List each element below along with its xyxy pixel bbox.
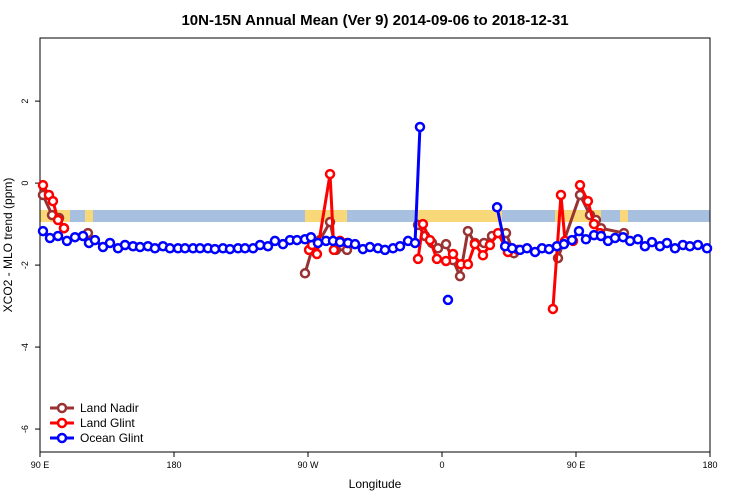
y-tick-label: -4: [20, 343, 30, 351]
data-point: [491, 202, 503, 213]
data-point: [521, 243, 533, 254]
data-point: [469, 238, 481, 250]
data-point: [582, 195, 594, 207]
land-band: [305, 210, 347, 222]
data-point: [89, 234, 101, 246]
data-point: [462, 225, 474, 237]
data-point: [58, 222, 70, 234]
y-tick-label: 0: [20, 181, 30, 186]
data-point: [412, 253, 424, 265]
data-point: [209, 243, 221, 255]
data-point: [661, 237, 673, 249]
data-point: [299, 268, 311, 279]
data-point: [431, 253, 443, 265]
data-point: [47, 195, 59, 207]
x-tick-label: 90 W: [297, 460, 319, 470]
data-point: [52, 230, 64, 242]
y-tick-label: 2: [20, 99, 30, 104]
data-point: [555, 189, 567, 201]
data-point: [440, 238, 452, 250]
data-point: [477, 249, 489, 261]
data-point: [269, 235, 281, 247]
data-point: [262, 240, 274, 252]
x-axis-label: Longitude: [349, 477, 402, 491]
data-point: [349, 238, 361, 250]
data-point: [574, 179, 586, 191]
legend-label: Land Glint: [80, 416, 135, 430]
land-band: [620, 210, 628, 222]
data-point: [61, 235, 73, 247]
x-tick-label: 180: [166, 460, 181, 470]
data-point: [37, 179, 49, 191]
data-point: [379, 244, 391, 256]
data-point: [646, 236, 658, 248]
data-point: [104, 237, 116, 249]
legend-label: Ocean Glint: [80, 431, 144, 445]
data-point: [417, 218, 429, 230]
land-band: [85, 210, 93, 222]
land-band: [416, 210, 502, 222]
data-point: [632, 234, 644, 245]
legend-marker: [56, 402, 68, 414]
series-line: [41, 126, 708, 254]
data-point: [595, 230, 607, 242]
data-point: [312, 237, 324, 249]
data-point: [69, 231, 81, 243]
legend-label: Land Nadir: [80, 401, 139, 415]
data-point: [37, 225, 49, 237]
data-point: [692, 239, 704, 251]
data-point: [77, 230, 89, 242]
y-tick-label: -2: [20, 261, 30, 269]
data-point: [364, 241, 376, 253]
data-point: [558, 238, 570, 250]
data-point: [462, 259, 474, 270]
data-point: [442, 294, 454, 306]
data-point: [547, 303, 559, 315]
x-tick-label: 90 E: [567, 460, 586, 470]
data-point: [414, 121, 426, 133]
ocean-band: [40, 210, 710, 222]
y-tick-label: -6: [20, 425, 30, 433]
data-point: [394, 240, 406, 252]
data-point: [588, 218, 600, 230]
data-point: [328, 244, 340, 256]
data-point: [44, 232, 56, 244]
data-point: [566, 234, 578, 246]
data-point: [291, 234, 303, 246]
data-point: [701, 243, 713, 254]
data-point: [447, 248, 459, 260]
data-point: [324, 168, 336, 180]
y-axis-label: XCO2 - MLO trend (ppm): [1, 178, 15, 313]
data-point: [119, 239, 131, 251]
chart-title: 10N-15N Annual Mean (Ver 9) 2014-09-06 t…: [181, 12, 568, 29]
x-tick-label: 180: [702, 460, 717, 470]
data-point: [580, 234, 592, 245]
data-point: [224, 243, 236, 255]
data-point: [311, 248, 323, 260]
legend-marker: [56, 432, 68, 444]
data-point: [424, 234, 436, 246]
data-point: [149, 243, 161, 254]
data-point: [609, 232, 621, 244]
data-point: [305, 231, 317, 243]
x-tick-label: 90 E: [31, 460, 50, 470]
data-point: [684, 240, 696, 252]
data-point: [334, 236, 346, 248]
data-point: [52, 214, 64, 226]
data-point: [440, 255, 452, 267]
data-point: [454, 270, 466, 282]
x-tick-label: 0: [439, 460, 444, 470]
legend-marker: [56, 417, 68, 429]
data-point: [573, 225, 585, 237]
surface-band: [40, 210, 710, 222]
data-point: [409, 237, 421, 249]
data-point: [484, 239, 496, 251]
